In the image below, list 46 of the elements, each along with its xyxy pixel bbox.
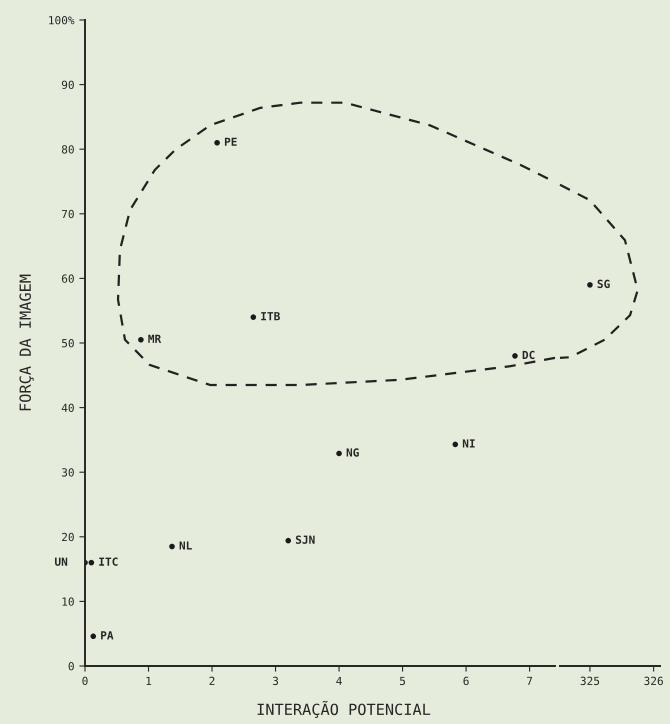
- y-tick-label: 100%: [49, 16, 74, 24]
- x-tick-label: 1: [146, 676, 152, 685]
- point: [169, 544, 175, 550]
- y-tick-label: 40: [62, 404, 74, 412]
- point: [512, 353, 518, 359]
- annotation: SJN: [296, 535, 315, 544]
- line-series: [116, 102, 556, 386]
- x-tick-label: 5: [400, 676, 406, 686]
- point: [214, 140, 220, 146]
- annotation: DC: [522, 350, 534, 360]
- y-tick-label: 50: [62, 339, 74, 348]
- y-tick-label: 10: [62, 597, 74, 606]
- point: [90, 634, 96, 640]
- annotation: PA: [101, 631, 114, 640]
- y-tick-label: 0: [68, 662, 74, 670]
- x-tick-label: 4: [336, 676, 342, 685]
- point: [138, 336, 144, 343]
- annotation: MR: [148, 334, 162, 343]
- annotation: NG: [346, 448, 359, 457]
- x-axis-title: INTERAÇÃO POTENCIAL: [258, 700, 430, 718]
- y-tick-label: 20: [62, 532, 74, 542]
- x-tick-label: 2: [210, 676, 214, 685]
- annotation: UN: [55, 558, 68, 566]
- annotation: PE: [224, 138, 237, 146]
- point: [452, 442, 458, 448]
- annotation: SG: [598, 280, 610, 288]
- y-tick-label: 70: [62, 210, 74, 218]
- point: [250, 314, 256, 320]
- point: [285, 538, 292, 544]
- annotation: ITC: [99, 557, 118, 566]
- x-tick-label: 7: [527, 676, 532, 685]
- annotation: ITB: [261, 312, 280, 320]
- x-tick-label: 3: [272, 676, 278, 686]
- x-tick-label: 326: [644, 676, 663, 686]
- annotation: NI: [462, 439, 475, 448]
- point: [336, 450, 342, 456]
- y-tick-label: 60: [62, 274, 74, 283]
- x-tick-label: 0: [82, 676, 88, 686]
- annotation: NL: [180, 541, 192, 550]
- y-tick-label: 80: [62, 145, 74, 154]
- x-tick-label: 6: [463, 676, 469, 686]
- x-tick-label: 325: [580, 676, 600, 686]
- point: [88, 560, 94, 566]
- y-tick-label: 90: [62, 80, 74, 90]
- y-axis-title: FORÇA DA IMAGEM: [19, 274, 34, 410]
- y-tick-label: 30: [62, 468, 74, 477]
